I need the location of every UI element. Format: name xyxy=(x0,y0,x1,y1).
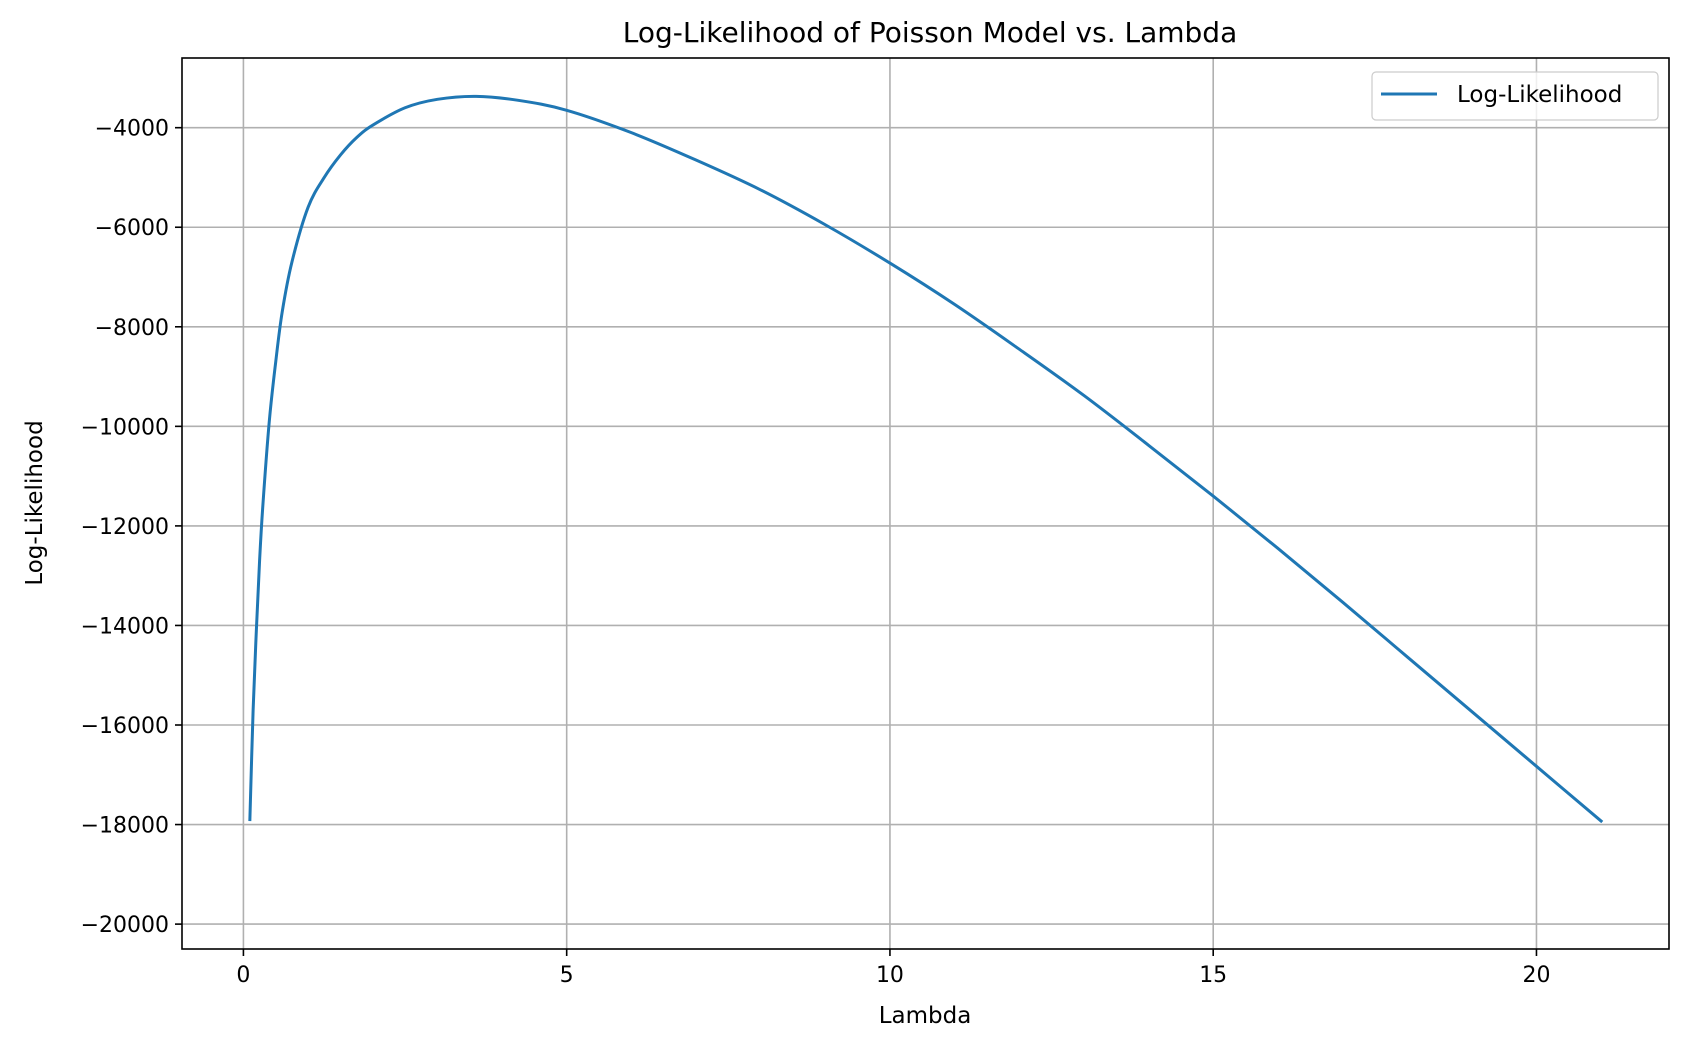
y-tick-label: −14000 xyxy=(81,614,169,639)
series-line-log-likelihood xyxy=(248,94,1604,824)
grid-lines xyxy=(182,58,1669,949)
x-tick-label: 0 xyxy=(236,963,250,988)
x-axis: 0 5 10 15 20 xyxy=(236,949,1550,988)
x-tick-label: 20 xyxy=(1522,963,1550,988)
y-tick-label: −10000 xyxy=(81,415,169,440)
y-tick-label: −12000 xyxy=(81,515,169,540)
x-axis-title: Lambda xyxy=(879,1003,972,1029)
legend-box xyxy=(1371,71,1659,121)
plot-area-frame xyxy=(181,57,1670,950)
y-tick-label: −18000 xyxy=(81,814,169,839)
y-tick-label: −8000 xyxy=(95,316,169,341)
x-tick-label: 10 xyxy=(876,963,904,988)
y-axis-title: Log-Likelihood xyxy=(22,420,48,585)
y-tick-label: −4000 xyxy=(95,117,169,142)
legend-label-log-likelihood: Log-Likelihood xyxy=(1457,82,1622,108)
y-tick-label: −6000 xyxy=(95,216,169,241)
legend: Log-Likelihood xyxy=(1371,71,1659,121)
y-axis: −4000 −6000 −8000 −10000 −12000 −14000 −16000 −… xyxy=(81,117,182,938)
series-lines xyxy=(248,94,1604,824)
y-tick-label: −20000 xyxy=(81,913,169,938)
chart-title: Log-Likelihood of Poisson Model vs. Lamb… xyxy=(623,16,1237,49)
y-tick-label: −16000 xyxy=(81,714,169,739)
x-tick-label: 5 xyxy=(560,963,574,988)
x-tick-label: 15 xyxy=(1199,963,1227,988)
